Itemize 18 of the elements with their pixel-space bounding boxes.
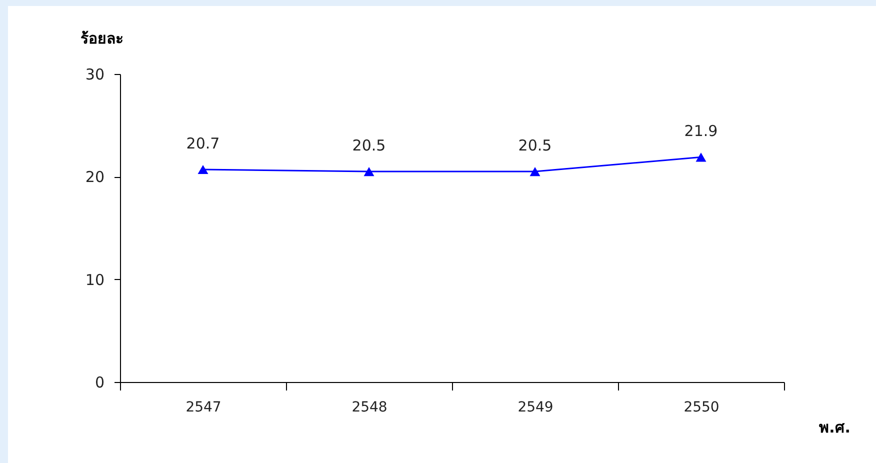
x-tick-label: 2547 [186,400,222,416]
data-label: 20.5 [352,136,386,155]
y-tick-label: 0 [94,374,104,392]
data-label: 20.7 [186,134,220,152]
data-label: 20.5 [518,136,552,155]
point [696,152,706,162]
point [364,166,374,176]
y-tick-label: 20 [85,168,104,186]
y-tick-label: 10 [85,270,104,289]
x-axis-title: พ.ศ. [819,418,850,436]
x-tick-label: 2550 [684,400,720,416]
x-tick-label: 2549 [518,400,554,416]
x-tick-label: 2548 [352,400,388,416]
point [198,164,208,174]
point [530,166,540,176]
y-tick-label: 30 [85,66,104,84]
y-axis-title: ร้อยละ [80,30,124,48]
data-label: 21.9 [684,122,718,140]
